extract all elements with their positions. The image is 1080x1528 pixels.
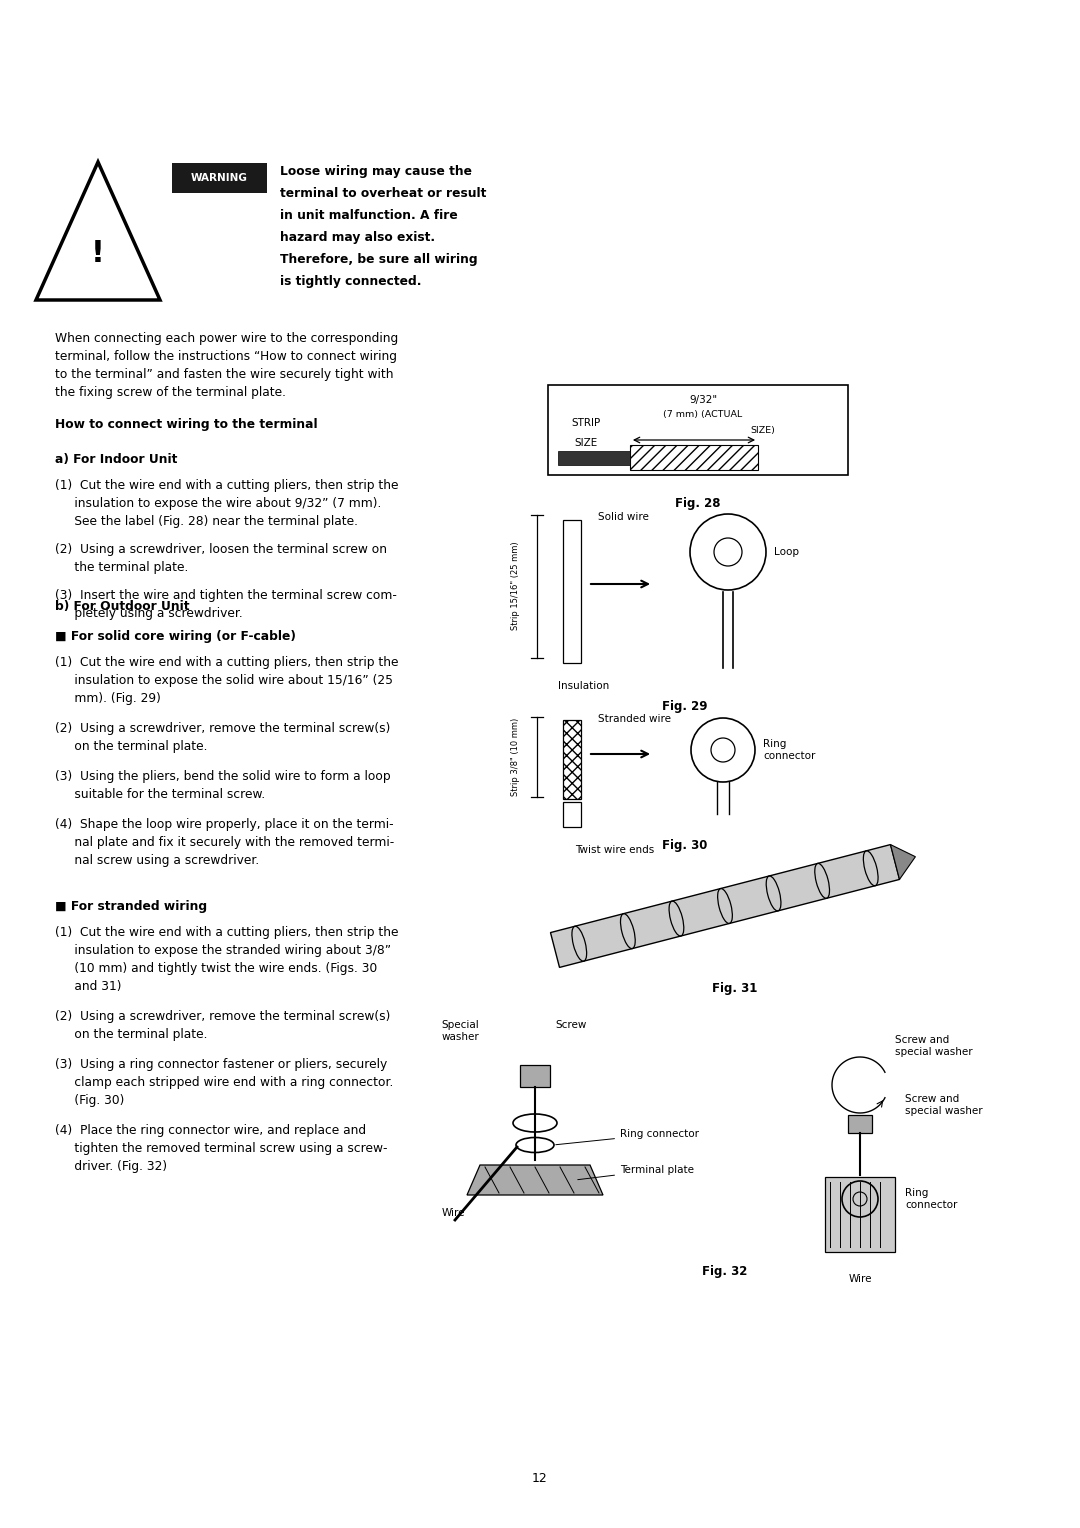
- Text: !: !: [91, 240, 105, 269]
- Text: Fig. 30: Fig. 30: [662, 839, 707, 853]
- Text: and 31): and 31): [55, 979, 121, 993]
- Text: tighten the removed terminal screw using a screw-: tighten the removed terminal screw using…: [55, 1141, 388, 1155]
- Text: Loop: Loop: [774, 547, 799, 558]
- Polygon shape: [467, 1164, 603, 1195]
- Text: Twist wire ends: Twist wire ends: [575, 845, 654, 856]
- Text: (1)  Cut the wire end with a cutting pliers, then strip the: (1) Cut the wire end with a cutting plie…: [55, 926, 399, 940]
- Text: insulation to expose the stranded wiring about 3/8”: insulation to expose the stranded wiring…: [55, 944, 391, 957]
- Bar: [172, 163, 267, 193]
- Bar: [630, 445, 758, 471]
- Text: (3)  Insert the wire and tighten the terminal screw com-: (3) Insert the wire and tighten the term…: [55, 588, 396, 602]
- Text: (7 mm) (ACTUAL: (7 mm) (ACTUAL: [663, 411, 743, 420]
- Polygon shape: [551, 845, 900, 967]
- Bar: [519, 1065, 550, 1086]
- Text: STRIP: STRIP: [571, 419, 600, 428]
- Text: suitable for the terminal screw.: suitable for the terminal screw.: [55, 788, 266, 801]
- Text: Therefore, be sure all wiring: Therefore, be sure all wiring: [280, 254, 477, 266]
- Text: insulation to expose the wire about 9/32” (7 mm).: insulation to expose the wire about 9/32…: [55, 497, 381, 510]
- Text: When connecting each power wire to the corresponding: When connecting each power wire to the c…: [55, 332, 399, 345]
- Text: hazard may also exist.: hazard may also exist.: [280, 231, 435, 244]
- Text: mm). (Fig. 29): mm). (Fig. 29): [55, 692, 161, 704]
- Bar: [825, 1177, 895, 1251]
- Text: Fig. 29: Fig. 29: [662, 700, 707, 714]
- Text: WARNING: WARNING: [191, 173, 248, 183]
- Text: (4)  Place the ring connector wire, and replace and: (4) Place the ring connector wire, and r…: [55, 1125, 366, 1137]
- Text: Screw and
special washer: Screw and special washer: [895, 1034, 973, 1056]
- Text: insulation to expose the solid wire about 15/16” (25: insulation to expose the solid wire abou…: [55, 674, 393, 688]
- Bar: [563, 520, 581, 663]
- Text: See the label (Fig. 28) near the terminal plate.: See the label (Fig. 28) near the termina…: [55, 515, 357, 529]
- Text: Special
washer: Special washer: [441, 1021, 478, 1042]
- Bar: [563, 720, 581, 799]
- Text: on the terminal plate.: on the terminal plate.: [55, 740, 207, 753]
- Text: to the terminal” and fasten the wire securely tight with: to the terminal” and fasten the wire sec…: [55, 368, 393, 380]
- Text: Ring
connector: Ring connector: [762, 740, 815, 761]
- Text: Insulation: Insulation: [558, 681, 609, 691]
- Text: Strip 15/16" (25 mm): Strip 15/16" (25 mm): [511, 542, 519, 631]
- Text: (1)  Cut the wire end with a cutting pliers, then strip the: (1) Cut the wire end with a cutting plie…: [55, 478, 399, 492]
- Text: How to connect wiring to the terminal: How to connect wiring to the terminal: [55, 419, 318, 431]
- Text: Fig. 31: Fig. 31: [713, 983, 758, 995]
- Text: (Fig. 30): (Fig. 30): [55, 1094, 124, 1106]
- Text: Fig. 28: Fig. 28: [675, 497, 720, 510]
- Text: the fixing screw of the terminal plate.: the fixing screw of the terminal plate.: [55, 387, 286, 399]
- Text: Strip 3/8" (10 mm): Strip 3/8" (10 mm): [511, 718, 519, 796]
- Bar: [563, 802, 581, 827]
- Polygon shape: [891, 845, 916, 880]
- Text: (2)  Using a screwdriver, remove the terminal screw(s): (2) Using a screwdriver, remove the term…: [55, 1010, 390, 1024]
- Text: Wire: Wire: [442, 1209, 465, 1218]
- Text: Screw and
special washer: Screw and special washer: [905, 1094, 983, 1115]
- Text: Terminal plate: Terminal plate: [578, 1164, 694, 1180]
- Text: (3)  Using a ring connector fastener or pliers, securely: (3) Using a ring connector fastener or p…: [55, 1057, 388, 1071]
- Text: Ring
connector: Ring connector: [905, 1189, 957, 1210]
- Text: terminal to overheat or result: terminal to overheat or result: [280, 186, 486, 200]
- Bar: [848, 1115, 872, 1132]
- Text: (10 mm) and tightly twist the wire ends. (Figs. 30: (10 mm) and tightly twist the wire ends.…: [55, 963, 377, 975]
- Text: Stranded wire: Stranded wire: [598, 714, 671, 724]
- Text: Fig. 32: Fig. 32: [702, 1265, 747, 1277]
- Text: the terminal plate.: the terminal plate.: [55, 561, 188, 575]
- Text: nal plate and fix it securely with the removed termi-: nal plate and fix it securely with the r…: [55, 836, 394, 850]
- Text: (2)  Using a screwdriver, remove the terminal screw(s): (2) Using a screwdriver, remove the term…: [55, 723, 390, 735]
- Text: ■ For solid core wiring (or F-cable): ■ For solid core wiring (or F-cable): [55, 630, 296, 643]
- Text: pletely using a screwdriver.: pletely using a screwdriver.: [55, 607, 243, 620]
- Text: Ring connector: Ring connector: [556, 1129, 699, 1144]
- Text: (4)  Shape the loop wire properly, place it on the termi-: (4) Shape the loop wire properly, place …: [55, 817, 393, 831]
- Text: terminal, follow the instructions “How to connect wiring: terminal, follow the instructions “How t…: [55, 350, 397, 364]
- Text: a) For Indoor Unit: a) For Indoor Unit: [55, 452, 177, 466]
- Text: (2)  Using a screwdriver, loosen the terminal screw on: (2) Using a screwdriver, loosen the term…: [55, 542, 387, 556]
- Text: Loose wiring may cause the: Loose wiring may cause the: [280, 165, 472, 177]
- Text: in unit malfunction. A fire: in unit malfunction. A fire: [280, 209, 458, 222]
- Text: clamp each stripped wire end with a ring connector.: clamp each stripped wire end with a ring…: [55, 1076, 393, 1089]
- Text: ■ For stranded wiring: ■ For stranded wiring: [55, 900, 207, 914]
- Text: is tightly connected.: is tightly connected.: [280, 275, 421, 287]
- Text: on the terminal plate.: on the terminal plate.: [55, 1028, 207, 1041]
- Text: SIZE): SIZE): [751, 425, 775, 434]
- Text: (1)  Cut the wire end with a cutting pliers, then strip the: (1) Cut the wire end with a cutting plie…: [55, 656, 399, 669]
- Bar: [558, 451, 630, 465]
- Text: nal screw using a screwdriver.: nal screw using a screwdriver.: [55, 854, 259, 866]
- Text: (3)  Using the pliers, bend the solid wire to form a loop: (3) Using the pliers, bend the solid wir…: [55, 770, 391, 782]
- Text: Wire: Wire: [848, 1274, 872, 1284]
- Text: 9/32": 9/32": [689, 396, 717, 405]
- Text: Solid wire: Solid wire: [598, 512, 649, 523]
- Text: driver. (Fig. 32): driver. (Fig. 32): [55, 1160, 167, 1174]
- Text: Screw: Screw: [555, 1021, 586, 1030]
- Text: 12: 12: [532, 1471, 548, 1485]
- Bar: [548, 385, 848, 475]
- Text: b) For Outdoor Unit: b) For Outdoor Unit: [55, 601, 189, 613]
- Text: SIZE: SIZE: [575, 439, 597, 448]
